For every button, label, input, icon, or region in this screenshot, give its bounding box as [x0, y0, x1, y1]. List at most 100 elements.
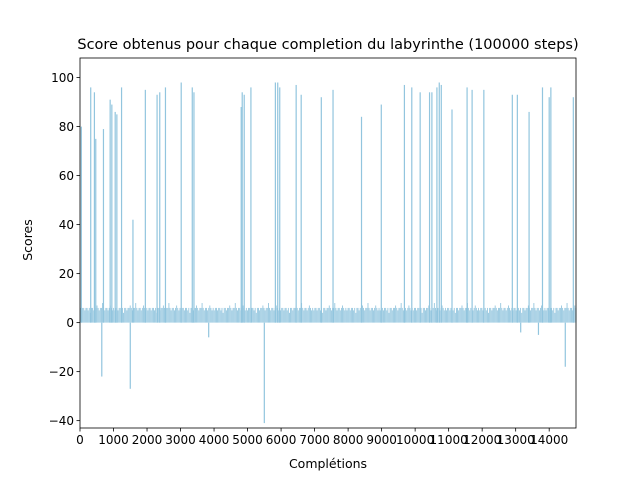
baseline-bar — [416, 310, 418, 323]
baseline-bar — [283, 310, 285, 323]
x-tick-label: 9000 — [366, 433, 397, 447]
baseline-bar — [558, 307, 560, 323]
baseline-bar — [474, 305, 476, 323]
baseline-bar — [515, 310, 517, 323]
baseline-bar — [166, 307, 168, 323]
baseline-bar — [318, 307, 320, 323]
baseline-bar — [562, 307, 564, 323]
baseline-bar — [574, 305, 576, 323]
baseline-bar — [130, 307, 132, 323]
baseline-bar — [396, 307, 398, 323]
baseline-bar — [505, 310, 507, 323]
baseline-bar — [289, 312, 290, 323]
baseline-bar — [302, 307, 304, 323]
baseline-bar — [192, 310, 194, 323]
baseline-bar — [219, 307, 221, 323]
baseline-bar — [119, 307, 121, 323]
baseline-bar — [211, 310, 213, 323]
baseline-bar — [553, 307, 555, 323]
score-bar — [191, 87, 193, 323]
baseline-bar — [423, 307, 425, 323]
baseline-bar — [479, 310, 481, 323]
baseline-bar — [418, 307, 420, 323]
baseline-bar — [253, 310, 255, 323]
score-bar — [295, 84, 297, 323]
baseline-bar — [412, 310, 414, 323]
x-tick-label: 8000 — [333, 433, 364, 447]
baseline-bar — [210, 307, 212, 323]
baseline-bar — [286, 310, 288, 323]
baseline-bar — [477, 310, 478, 323]
baseline-bar — [349, 310, 351, 323]
baseline-bar — [346, 310, 348, 323]
y-tick-label: −20 — [49, 365, 74, 379]
baseline-bar — [540, 307, 541, 323]
baseline-bar — [162, 305, 164, 323]
score-bar — [101, 322, 103, 377]
baseline-bar — [177, 307, 179, 323]
baseline-bar — [551, 307, 552, 323]
baseline-bar — [462, 307, 464, 323]
baseline-bar — [448, 307, 450, 323]
baseline-bar — [99, 307, 101, 323]
baseline-bar — [88, 307, 90, 323]
x-tick-label: 10000 — [396, 433, 434, 447]
baseline-bar — [537, 307, 539, 323]
baseline-bar — [203, 310, 205, 323]
baseline-bar — [432, 307, 434, 323]
baseline-bar — [480, 307, 482, 323]
x-tick-label: 1000 — [98, 433, 129, 447]
score-bar — [332, 89, 334, 323]
baseline-bar — [376, 307, 378, 323]
baseline-bar — [510, 310, 512, 323]
baseline-bar — [379, 310, 381, 323]
baseline-bar — [557, 310, 559, 323]
baseline-bar — [169, 307, 171, 323]
baseline-bar — [143, 305, 144, 323]
baseline-bar — [500, 303, 502, 323]
baseline-bar — [260, 307, 262, 323]
baseline-bar — [223, 307, 225, 323]
baseline-bar — [112, 310, 113, 323]
score-bar — [208, 322, 210, 338]
baseline-bar — [338, 307, 340, 323]
baseline-bar — [275, 305, 277, 323]
x-axis-label: Complétions — [289, 456, 367, 471]
baseline-bar — [383, 310, 384, 323]
bars — [80, 82, 577, 424]
baseline-bar — [273, 310, 275, 323]
score-bar — [114, 111, 116, 323]
baseline-bar — [371, 307, 373, 323]
baseline-bar — [494, 305, 496, 323]
baseline-bar — [363, 307, 364, 323]
baseline-bar — [252, 307, 254, 323]
baseline-bar — [402, 310, 404, 323]
baseline-bar — [167, 307, 169, 323]
baseline-bar — [378, 307, 380, 323]
baseline-bar — [214, 307, 216, 323]
baseline-bar — [137, 310, 139, 323]
score-bar — [241, 92, 243, 323]
baseline-bar — [341, 307, 342, 323]
baseline-bar — [227, 307, 228, 323]
baseline-bar — [358, 310, 360, 323]
baseline-bar — [489, 307, 491, 323]
baseline-bar — [144, 307, 145, 323]
baseline-bar — [258, 307, 259, 323]
baseline-bar — [87, 310, 89, 323]
baseline-bar — [293, 307, 295, 323]
score-bar — [111, 104, 113, 323]
baseline-bar — [322, 312, 324, 323]
baseline-bar — [323, 307, 325, 323]
baseline-bar — [297, 310, 299, 323]
baseline-bar — [272, 307, 274, 323]
baseline-bar — [135, 303, 137, 323]
baseline-bar — [312, 307, 314, 323]
baseline-bar — [484, 307, 486, 323]
baseline-bar — [441, 305, 443, 323]
baseline-bar — [128, 307, 130, 323]
baseline-bar — [176, 305, 178, 323]
baseline-bar — [224, 307, 226, 323]
baseline-bar — [325, 310, 327, 323]
baseline-bar — [366, 307, 368, 323]
